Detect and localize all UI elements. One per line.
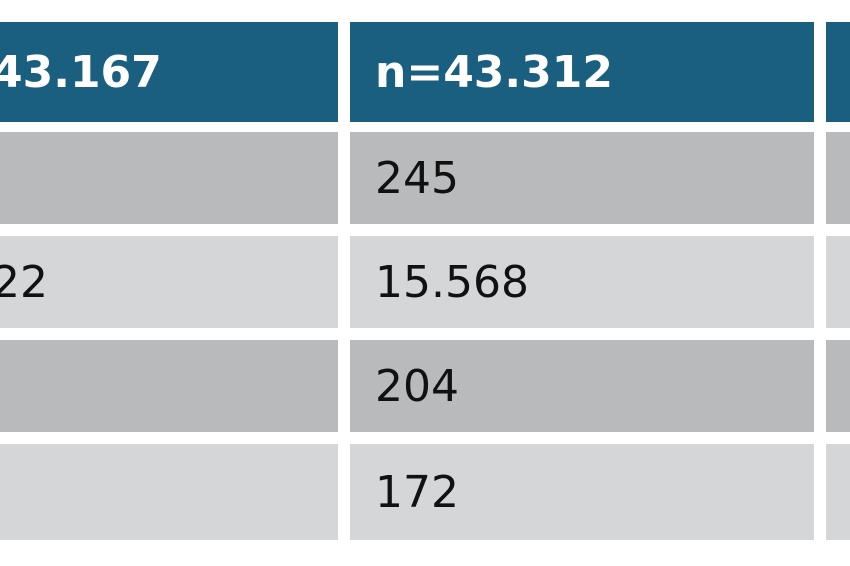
cell-text: 15.568 — [375, 256, 529, 308]
body-cell — [826, 444, 850, 540]
cell-text: 172 — [375, 466, 459, 518]
header-cell — [826, 22, 850, 122]
cell-text: 43.167 — [0, 46, 162, 98]
body-cell: 15.568 — [350, 236, 814, 328]
body-cell — [826, 340, 850, 432]
body-cell: 204 — [350, 340, 814, 432]
body-cell — [826, 236, 850, 328]
body-cell — [0, 444, 338, 540]
header-cell: 43.167 — [0, 22, 338, 122]
body-cell — [0, 340, 338, 432]
cell-text: 245 — [375, 152, 459, 204]
body-cell — [0, 132, 338, 224]
cell-text: 22 — [0, 256, 48, 308]
body-cell: 172 — [350, 444, 814, 540]
header-cell: n=43.312 — [350, 22, 814, 122]
body-cell — [826, 132, 850, 224]
cell-text: n=43.312 — [375, 46, 613, 98]
body-cell: 245 — [350, 132, 814, 224]
cell-text: 204 — [375, 360, 459, 412]
body-cell: 22 — [0, 236, 338, 328]
